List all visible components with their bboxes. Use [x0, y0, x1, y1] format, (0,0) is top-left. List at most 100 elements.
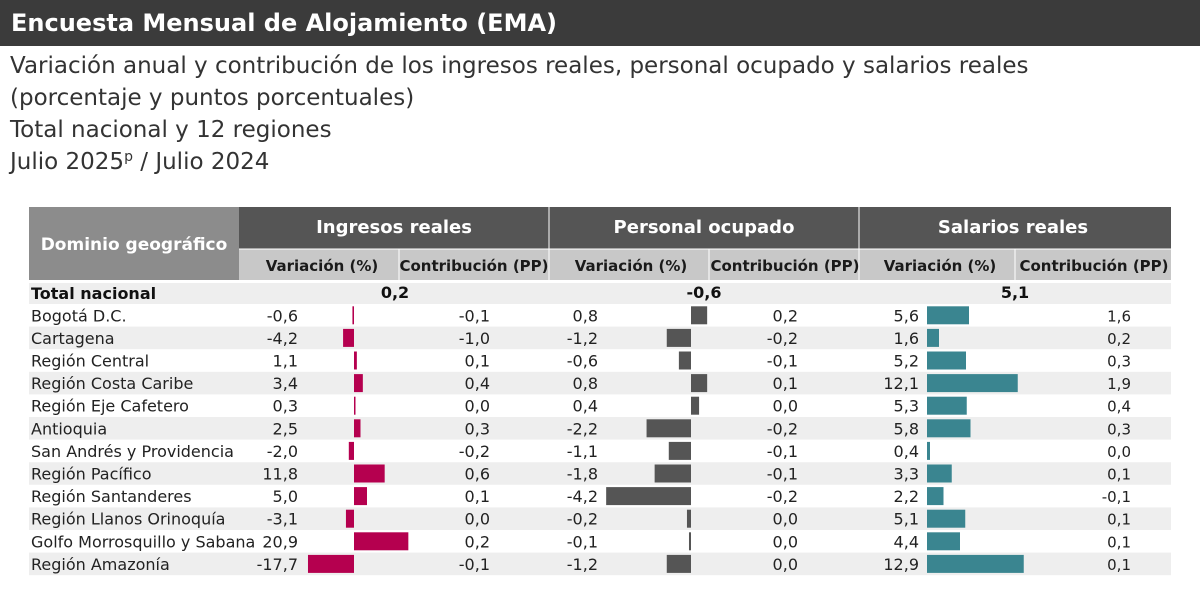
sal-variation-bar — [927, 441, 930, 460]
ing-variation-label: 3,4 — [273, 374, 298, 393]
ing-contribution-label: 0,1 — [465, 352, 490, 371]
sal-variation-bar — [927, 374, 1018, 393]
total-row-bg — [29, 283, 1171, 304]
per-variation-label: 0,8 — [573, 374, 598, 393]
per-variation-label: -0,6 — [567, 352, 598, 371]
ing-variation-label: 0,3 — [273, 397, 298, 416]
subtitle-line-2: (porcentaje y puntos porcentuales) — [10, 85, 415, 111]
ing-variation-bar — [354, 351, 357, 370]
ing-variation-label: -2,0 — [267, 442, 298, 461]
dominio-header: Dominio geográfico — [41, 235, 228, 255]
per-variation-bar — [668, 441, 691, 460]
per-contribution-label: 0,0 — [773, 555, 798, 574]
group-header-ingresos: Ingresos reales — [316, 217, 472, 238]
sal-variation-bar — [927, 554, 1024, 573]
sal-variation-label: 12,9 — [883, 555, 919, 574]
sal-variation-label: 2,2 — [894, 487, 919, 506]
per-variation-bar — [686, 509, 691, 528]
period-main: Julio 2025 — [10, 149, 125, 175]
per-variation-bar — [666, 554, 691, 573]
subheader-personal-contribucion: Contribución (PP) — [710, 257, 859, 275]
ing-contribution-label: -0,2 — [459, 442, 490, 461]
ing-variation-bar — [354, 532, 409, 551]
per-contribution-label: 0,0 — [773, 397, 798, 416]
ing-contribution-label: -0,1 — [459, 306, 490, 325]
sal-variation-bar — [927, 464, 952, 483]
per-variation-bar — [691, 306, 708, 325]
period-mark: p — [124, 149, 133, 165]
ing-variation-label: 1,1 — [273, 352, 298, 371]
per-contribution-label: -0,2 — [767, 487, 798, 506]
sal-contribution-label: 1,6 — [1107, 307, 1131, 325]
region-label: Región Llanos Orinoquía — [31, 510, 225, 529]
total-value-salarios: 5,1 — [1001, 283, 1029, 302]
sal-variation-label: 1,6 — [894, 329, 919, 348]
per-variation-label: -2,2 — [567, 419, 598, 438]
region-label: Golfo Morrosquillo y Sabana — [31, 532, 255, 551]
region-label: Cartagena — [31, 329, 115, 348]
per-variation-bar — [646, 419, 691, 438]
per-contribution-label: -0,2 — [767, 329, 798, 348]
ing-variation-bar — [345, 509, 354, 528]
ing-variation-bar — [354, 487, 367, 506]
per-contribution-label: 0,2 — [773, 306, 798, 325]
per-variation-bar — [666, 328, 691, 347]
region-label: San Andrés y Providencia — [31, 442, 234, 461]
ing-contribution-label: 0,3 — [465, 419, 490, 438]
row-stripe — [29, 326, 1171, 350]
per-variation-label: -1,2 — [567, 329, 598, 348]
per-contribution-label: 0,0 — [773, 510, 798, 529]
region-label: Antioquia — [31, 419, 107, 438]
sal-variation-bar — [927, 509, 966, 528]
ing-variation-bar — [354, 396, 356, 415]
period-line: Julio 2025p / Julio 2024 — [10, 146, 1028, 178]
sal-contribution-label: 0,3 — [1107, 353, 1131, 371]
per-variation-bar — [678, 351, 691, 370]
ing-contribution-label: -0,1 — [459, 555, 490, 574]
row-stripe — [29, 417, 1171, 440]
sal-contribution-label: 0,4 — [1107, 398, 1131, 416]
sal-variation-label: 5,1 — [894, 510, 919, 529]
sal-variation-bar — [927, 306, 969, 325]
sal-variation-label: 5,8 — [894, 419, 919, 438]
per-contribution-label: -0,1 — [767, 442, 798, 461]
sal-variation-bar — [927, 487, 944, 506]
sal-contribution-label: 0,1 — [1107, 511, 1131, 529]
per-variation-bar — [691, 374, 708, 393]
ing-variation-bar — [348, 441, 354, 460]
sal-contribution-label: 0,3 — [1107, 420, 1131, 438]
region-label: Región Eje Cafetero — [31, 397, 189, 416]
sal-variation-label: 0,4 — [894, 442, 919, 461]
sal-contribution-label: 1,9 — [1107, 375, 1131, 393]
sal-variation-bar — [927, 532, 960, 551]
sal-contribution-label: 0,2 — [1107, 330, 1131, 348]
per-variation-label: -4,2 — [567, 487, 598, 506]
region-label: Región Amazonía — [31, 555, 170, 574]
ing-variation-label: 2,5 — [273, 419, 298, 438]
region-label: Región Santanderes — [31, 487, 192, 506]
per-variation-label: -0,2 — [567, 510, 598, 529]
subheader-ingresos-variacion: Variación (%) — [266, 257, 379, 275]
sal-variation-label: 4,4 — [894, 532, 919, 551]
period-rest: / Julio 2024 — [132, 149, 270, 175]
subheader-ingresos-contribucion: Contribución (PP) — [399, 257, 548, 275]
title-bar: Encuesta Mensual de Alojamiento (EMA) — [0, 0, 1200, 46]
sal-contribution-label: 0,1 — [1107, 556, 1131, 574]
sal-variation-bar — [927, 351, 966, 370]
sal-variation-label: 3,3 — [894, 465, 919, 484]
sal-variation-label: 5,2 — [894, 352, 919, 371]
total-row-label: Total nacional — [31, 284, 156, 303]
ing-contribution-label: 0,2 — [465, 532, 490, 551]
per-variation-bar — [654, 464, 691, 483]
ing-contribution-label: 0,1 — [465, 487, 490, 506]
ing-variation-label: -3,1 — [267, 510, 298, 529]
sal-variation-bar — [927, 419, 971, 438]
row-stripe — [29, 371, 1171, 395]
total-value-personal: -0,6 — [687, 283, 722, 302]
ing-variation-label: -17,7 — [257, 555, 298, 574]
sal-variation-label: 12,1 — [883, 374, 919, 393]
group-header-bg — [239, 207, 1171, 249]
per-variation-bar — [688, 532, 691, 551]
ing-variation-label: -0,6 — [267, 306, 298, 325]
subtitle-line-1: Variación anual y contribución de los in… — [10, 53, 1029, 79]
